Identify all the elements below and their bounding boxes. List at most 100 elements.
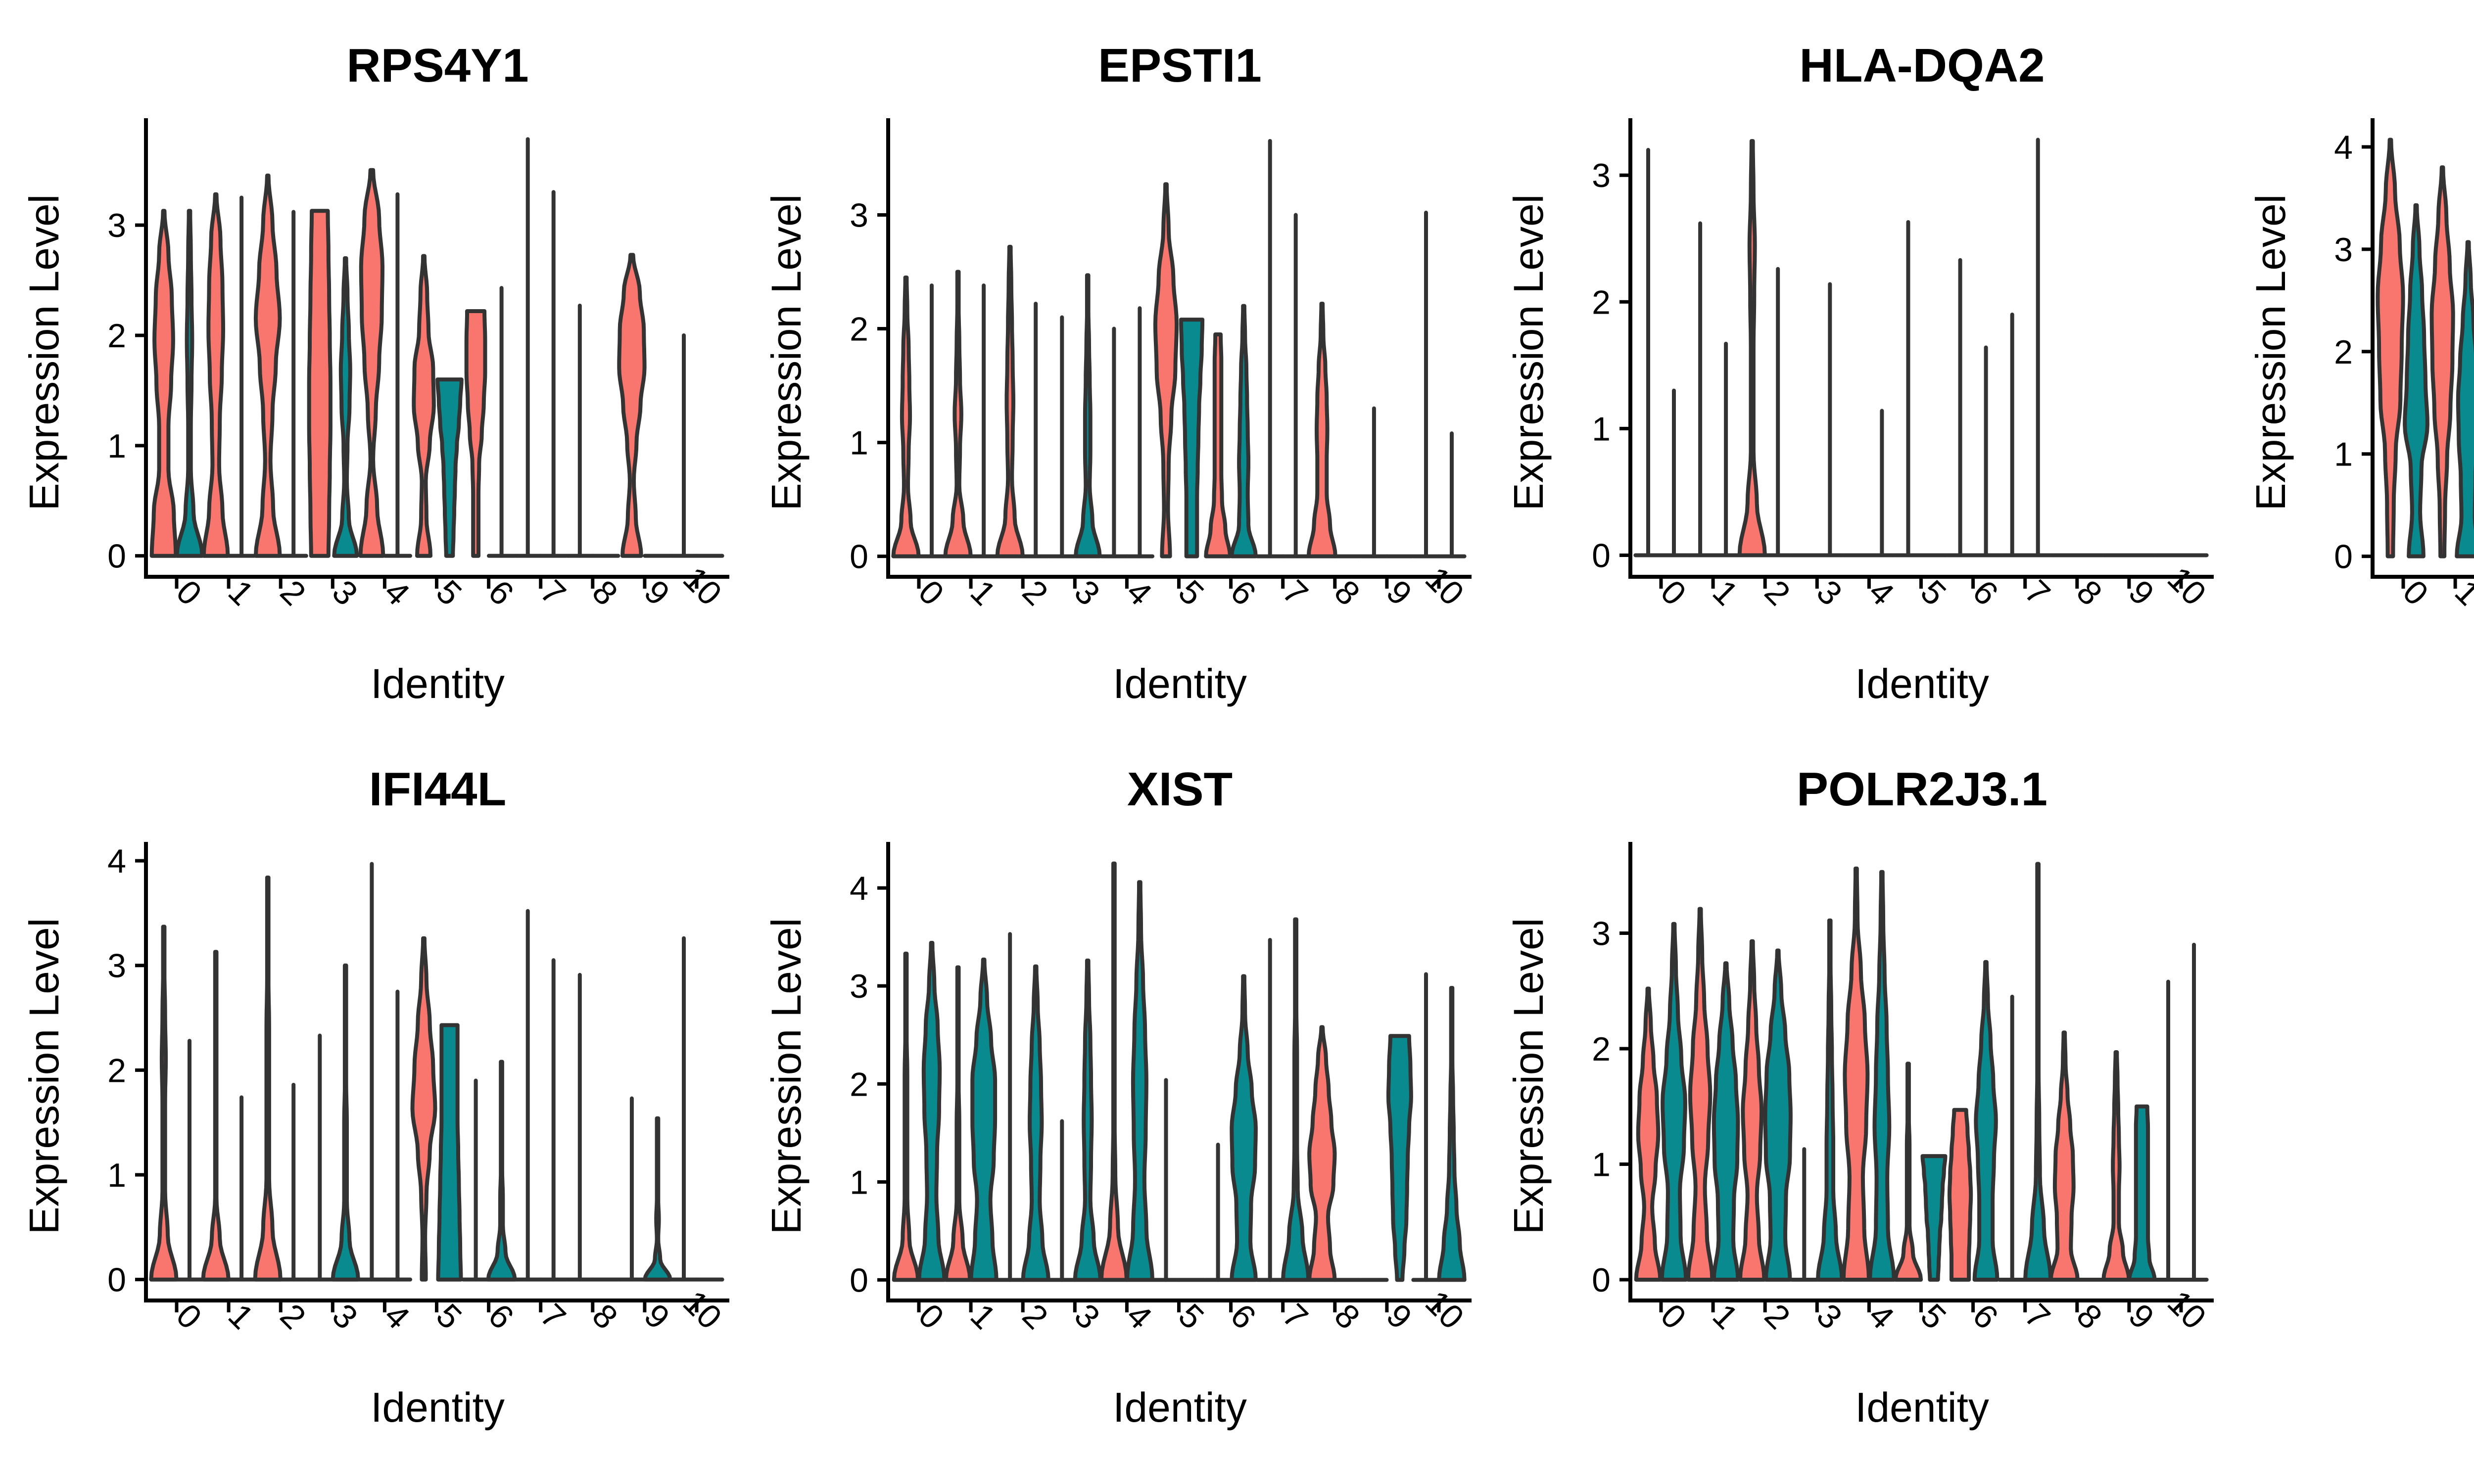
violin-group2-cluster-3 <box>332 256 359 558</box>
chart-title: EPSTI1 <box>1098 39 1262 92</box>
violin-group2-cluster-1 <box>227 1095 256 1282</box>
violin-group2-cluster-1 <box>1712 961 1740 1282</box>
y-tick-label: 2 <box>1592 283 1611 321</box>
violin-group1-cluster-7 <box>1998 994 2027 1282</box>
violin-group2-cluster-6 <box>1971 345 2001 557</box>
violin-group1-cluster-0 <box>1634 986 1663 1282</box>
y-tick-label: 0 <box>2334 538 2353 576</box>
violin-group1-cluster-9 <box>1359 406 1389 558</box>
y-tick-label: 0 <box>850 1261 868 1299</box>
violin-group2-cluster-3 <box>1816 918 1844 1282</box>
violin-group1-cluster-6 <box>464 309 487 558</box>
chart-title: POLR2J3.1 <box>1797 763 2047 816</box>
violin-group1-cluster-6 <box>1948 1108 1973 1282</box>
violin-group1-cluster-1 <box>201 950 231 1282</box>
violin-group1-cluster-5 <box>1151 1078 1181 1282</box>
violin-panel-epsti1: EPSTI1 0 1 2 3 0 1 2 3 4 5 6 7 8 9 10 Expression Level Id… <box>742 0 1484 742</box>
y-tick-label: 3 <box>2334 231 2353 269</box>
violin-group2-cluster-6 <box>486 1060 517 1282</box>
y-axis-label: Expression Level <box>21 918 67 1235</box>
y-tick-label: 3 <box>107 947 126 985</box>
violin-group2-cluster-2 <box>1763 267 1793 557</box>
x-axis-label: Identity <box>1113 660 1247 707</box>
violin-group2-cluster-0 <box>1659 388 1689 557</box>
x-tick-label: 10 <box>676 1283 729 1336</box>
x-axis-label: Identity <box>1855 1384 1989 1431</box>
violin-group1-cluster-1 <box>944 965 972 1282</box>
violin-group1-cluster-6 <box>1203 1143 1233 1282</box>
violin-group2-cluster-9 <box>2127 1104 2157 1282</box>
y-tick-label: 0 <box>1592 1261 1611 1299</box>
y-axis-label: Expression Level <box>21 194 67 511</box>
violins <box>2376 138 2474 558</box>
chart-title: IFI44L <box>369 763 506 816</box>
y-tick-label: 1 <box>107 1157 126 1194</box>
violin-group2-cluster-0 <box>175 209 204 558</box>
violin-group1-cluster-3 <box>1047 1119 1077 1282</box>
x-tick-label: 10 <box>676 559 729 612</box>
x-tick-label: 10 <box>1418 559 1471 612</box>
violin-group1-cluster-8 <box>2048 1030 2080 1282</box>
violin-group1-cluster-8 <box>565 973 595 1282</box>
violin-group1-cluster-2 <box>1737 139 1767 557</box>
violin-panel-xist: XIST 0 1 2 3 4 0 1 2 3 4 5 6 7 8 9 10 Expression Level Ide… <box>742 742 1484 1484</box>
x-axis-label: Identity <box>371 660 505 707</box>
y-tick-label: 0 <box>1592 537 1611 574</box>
violin-group2-cluster-7 <box>1281 213 1311 558</box>
violin-group1-cluster-2 <box>253 876 283 1282</box>
violin-group1-cluster-7 <box>1998 312 2027 557</box>
violin-group1-cluster-3 <box>1789 1147 1819 1282</box>
violin-panel-ifi44l: IFI44L 0 1 2 3 4 0 1 2 3 4 5 6 7 8 9 10 Expression Level I… <box>0 742 742 1484</box>
violins <box>1634 862 2209 1282</box>
y-tick-label: 2 <box>2334 333 2353 371</box>
violin-group2-cluster-0 <box>917 941 947 1282</box>
y-tick-label: 2 <box>850 1066 868 1103</box>
violin-group2-cluster-1 <box>227 195 256 558</box>
violin-group1-cluster-10 <box>669 936 699 1282</box>
x-tick-label: 10 <box>1418 1283 1471 1336</box>
violin-group2-cluster-2 <box>1763 948 1793 1282</box>
violin-group1-cluster-10 <box>2153 979 2183 1282</box>
violin-panel-polr2j3-1: POLR2J3.1 0 1 2 3 0 1 2 3 4 5 6 7 8 9 10 Expression Leve… <box>1484 742 2227 1484</box>
violin-group1-cluster-8 <box>565 303 595 558</box>
violin-group1-cluster-4 <box>1841 866 1871 1282</box>
chart-title: XIST <box>1127 763 1233 816</box>
violin-group2-cluster-0 <box>1660 922 1688 1282</box>
y-tick-label: 1 <box>1592 1146 1611 1183</box>
violin-group1-cluster-0 <box>149 925 179 1282</box>
violin-group2-cluster-7 <box>1281 917 1311 1282</box>
y-tick-label: 4 <box>107 842 126 880</box>
violin-group2-cluster-6 <box>1230 974 1258 1282</box>
violin-group1-cluster-4 <box>358 168 385 558</box>
y-tick-label: 4 <box>850 870 868 907</box>
violin-group2-cluster-2 <box>279 210 308 558</box>
y-tick-label: 2 <box>1592 1030 1611 1068</box>
violin-group2-cluster-10 <box>1437 986 1467 1282</box>
chart-title: RPS4Y1 <box>346 39 528 92</box>
violin-group1-cluster-6 <box>1945 258 1975 557</box>
violin-group2-cluster-10 <box>2179 942 2209 1282</box>
violin-group1-cluster-2 <box>995 244 1025 558</box>
y-tick-label: 3 <box>850 197 868 234</box>
violin-group1-cluster-9 <box>617 253 647 558</box>
violin-group2-cluster-5 <box>435 377 464 558</box>
y-tick-label: 3 <box>1592 157 1611 194</box>
chart-svg: IFITM101234012345678910Expression LevelI… <box>2247 118 2474 613</box>
violin-group1-cluster-0 <box>2376 138 2405 558</box>
violin-group1-cluster-5 <box>412 254 436 558</box>
violins <box>892 861 1467 1282</box>
violin-group2-cluster-1 <box>969 957 999 1282</box>
violin-group1-cluster-4 <box>1099 861 1129 1282</box>
violin-group2-cluster-6 <box>1230 304 1258 558</box>
violin-group1-cluster-7 <box>1255 139 1285 558</box>
violin-group1-cluster-8 <box>1307 1025 1337 1282</box>
violin-group1-cluster-0 <box>1633 148 1663 557</box>
violin-group2-cluster-5 <box>1920 1154 1948 1282</box>
violin-group2-cluster-3 <box>1073 958 1102 1282</box>
violin-group1-cluster-1 <box>1685 221 1715 557</box>
violin-group2-cluster-0 <box>175 1039 204 1282</box>
